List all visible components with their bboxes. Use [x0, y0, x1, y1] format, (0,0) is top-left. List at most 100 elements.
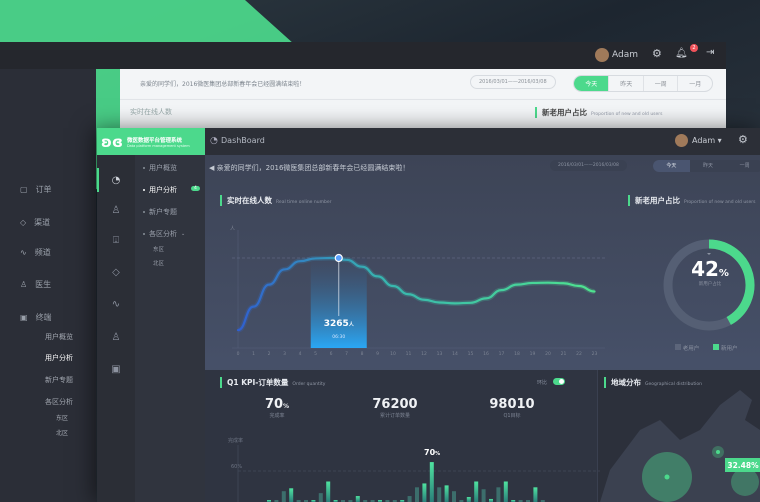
- doctor-icon[interactable]: ♙: [111, 331, 121, 343]
- ratio-center: 42% 新用户占比: [680, 257, 740, 287]
- back-sidebar: ▢ 订单 ◇ 渠道 ∿ 频道 ♙ 医生 ▣ 终端 用户概览 用户分析 新户专题 各区分析 …: [0, 69, 96, 502]
- terminal-icon[interactable]: ▣: [111, 363, 121, 375]
- tab-today[interactable]: 今天: [574, 76, 609, 91]
- geo-panel: 地域分布 Geographical distribution: [597, 370, 760, 502]
- sidebar-sub-item[interactable]: 用户概览: [45, 333, 73, 341]
- sidebar-label: 终端: [35, 313, 52, 322]
- channel-icon[interactable]: ◇: [112, 266, 120, 278]
- legend-old: 老用户: [675, 344, 699, 352]
- title-text: 地域分布: [611, 378, 641, 387]
- dashboard-icon[interactable]: ◔: [111, 174, 121, 186]
- icon-bar: ◔ ♙ ⍗ ◇ ∿ ♙ ▣: [97, 155, 135, 502]
- peak-unit: %: [435, 451, 441, 457]
- sidebar-item-doctor[interactable]: ♙ 医生: [20, 279, 51, 290]
- sidebar-item-terminal[interactable]: ▣ 终端: [20, 312, 52, 323]
- submenu-item[interactable]: 新户专题: [143, 207, 177, 217]
- panel-title-ratio: 新老用户占比 Proportion of new and old users: [535, 107, 663, 118]
- legend-label: 老用户: [682, 346, 700, 352]
- tab-yesterday[interactable]: 昨天: [608, 76, 643, 91]
- tab-yesterday[interactable]: 昨天: [703, 163, 714, 169]
- chevron-icon: ⌄: [181, 231, 186, 237]
- compare-toggle[interactable]: [553, 378, 565, 385]
- region-item[interactable]: 北区: [153, 261, 165, 267]
- submenu-item-active[interactable]: 用户分析: [143, 185, 177, 195]
- notice: ◀︎ 亲爱的同学们，2016微医集团总部新春年会已经圆满结束啦！: [209, 163, 409, 173]
- submenu-label: 新户专题: [149, 208, 177, 216]
- gear-icon[interactable]: ⚙: [652, 47, 662, 60]
- kpi-label: Q1目标: [503, 413, 521, 419]
- count-badge: 4: [191, 186, 200, 191]
- pulse-icon: ∿: [20, 248, 27, 257]
- user-menu[interactable]: Adam ▾: [692, 136, 722, 145]
- sidebar-sub-item[interactable]: 各区分析: [45, 398, 73, 406]
- avatar[interactable]: [675, 134, 688, 147]
- user-name[interactable]: Adam: [612, 50, 638, 60]
- bar-ref-label: 60%: [231, 464, 243, 470]
- range-tabs: 今天 昨天 一周 一月: [573, 75, 713, 92]
- notice-text: 亲爱的同学们，2016微医集团总部新春年会已经圆满结束啦！: [216, 164, 410, 172]
- ratio-value: 42: [691, 257, 719, 281]
- back-content: 亲爱的同学们，2016微医集团总部新春年会已经圆满结束啦！ 2016/03/01…: [120, 69, 726, 131]
- dashboard-icon: ◔: [210, 136, 218, 146]
- logo: ʚɞ 微医数据平台管理系统 Data platform management s…: [97, 128, 205, 155]
- tab-week[interactable]: 一周: [642, 76, 678, 91]
- ratio-caption: 新用户占比: [698, 282, 722, 287]
- submenu-item[interactable]: 用户概览: [143, 163, 177, 173]
- front-window: ʚɞ 微医数据平台管理系统 Data platform management s…: [97, 128, 760, 502]
- active-indicator: [97, 168, 99, 192]
- bell-icon[interactable]: 🔔︎: [675, 48, 688, 59]
- legend-new: 新用户: [713, 344, 738, 352]
- bar-y-label: 完成率: [228, 438, 244, 444]
- notice-text: 亲爱的同学们，2016微医集团总部新春年会已经圆满结束啦！: [140, 81, 306, 88]
- sidebar-sub-item[interactable]: 新户专题: [45, 376, 73, 384]
- user-icon[interactable]: ♙: [111, 204, 121, 216]
- region-item[interactable]: 东区: [153, 247, 165, 253]
- page-title: DashBoard: [221, 136, 265, 145]
- sidebar-item-order[interactable]: ▢ 订单: [20, 184, 52, 195]
- tab-today[interactable]: 今天: [653, 160, 690, 172]
- logo-icon: ʚɞ: [101, 132, 123, 151]
- back-window: Adam ⚙ 🔔︎ 2 ⇥ 亲爱的同学们，2016微医集团总部新春年会已经圆满结…: [0, 42, 726, 502]
- submenu-label: 用户概览: [149, 164, 177, 172]
- sidebar-item-pulse[interactable]: ∿ 频道: [20, 247, 51, 258]
- tab-month[interactable]: 一月: [677, 76, 712, 91]
- speaker-icon: ◀︎: [209, 164, 217, 172]
- kpi-unit: %: [283, 403, 290, 410]
- kpi-completion: 70% 完成率: [245, 397, 309, 419]
- region-item[interactable]: 北区: [56, 430, 69, 437]
- subtitle-text: Real time online number: [276, 200, 332, 205]
- title-text: 新老用户占比: [635, 196, 680, 205]
- sidebar-item-channel[interactable]: ◇ 渠道: [20, 217, 50, 228]
- order-icon: ▢: [20, 185, 28, 194]
- panel-title-online: 实时在线人数: [130, 108, 172, 116]
- panel-title-text: 新老用户占比: [542, 108, 587, 117]
- subtitle-text: Geographical distribution: [645, 382, 702, 387]
- pulse-icon[interactable]: ∿: [111, 298, 121, 310]
- title-text: Q1 KPI-订单数量: [227, 378, 289, 387]
- toggle-label: 环比: [537, 380, 548, 386]
- bottom-panels: Q1 KPI-订单数量 Order quantity 环比 70% 完成率 7620…: [205, 370, 760, 502]
- range-tabs: 今天 昨天 一周: [653, 160, 760, 172]
- logo-title: 微医数据平台管理系统: [126, 137, 182, 144]
- kpi-target: 98010 Q1目标: [477, 397, 547, 419]
- subtitle-text: Order quantity: [292, 382, 326, 387]
- gear-icon[interactable]: ⚙: [738, 133, 748, 146]
- terminal-icon: ▣: [20, 313, 28, 322]
- sidebar-label: 医生: [35, 280, 52, 289]
- region-item[interactable]: 东区: [56, 415, 69, 422]
- panel-subtitle: Proportion of new and old users: [591, 112, 663, 117]
- download-icon[interactable]: ⍗: [113, 234, 119, 246]
- date-range-select[interactable]: 2016/03/01——2016/03/08: [550, 160, 627, 171]
- tab-week[interactable]: 一周: [739, 163, 750, 169]
- date-range-select[interactable]: 2016/03/01——2016/03/08: [470, 75, 556, 89]
- user-name: Adam: [692, 136, 716, 145]
- sidebar-sub-item[interactable]: 用户分析: [45, 354, 73, 362]
- kpi-total: 76200 累计订单数量: [360, 397, 430, 419]
- submenu-item[interactable]: 各区分析 ⌄: [143, 229, 185, 239]
- subtitle-text: Proportion of new and old users: [684, 200, 756, 205]
- logout-icon[interactable]: ⇥: [706, 47, 715, 58]
- title-text: 实时在线人数: [227, 196, 272, 205]
- logo-subtitle: Data platform management system: [126, 143, 190, 148]
- sidebar-label: 订单: [35, 185, 52, 194]
- avatar[interactable]: [595, 48, 609, 62]
